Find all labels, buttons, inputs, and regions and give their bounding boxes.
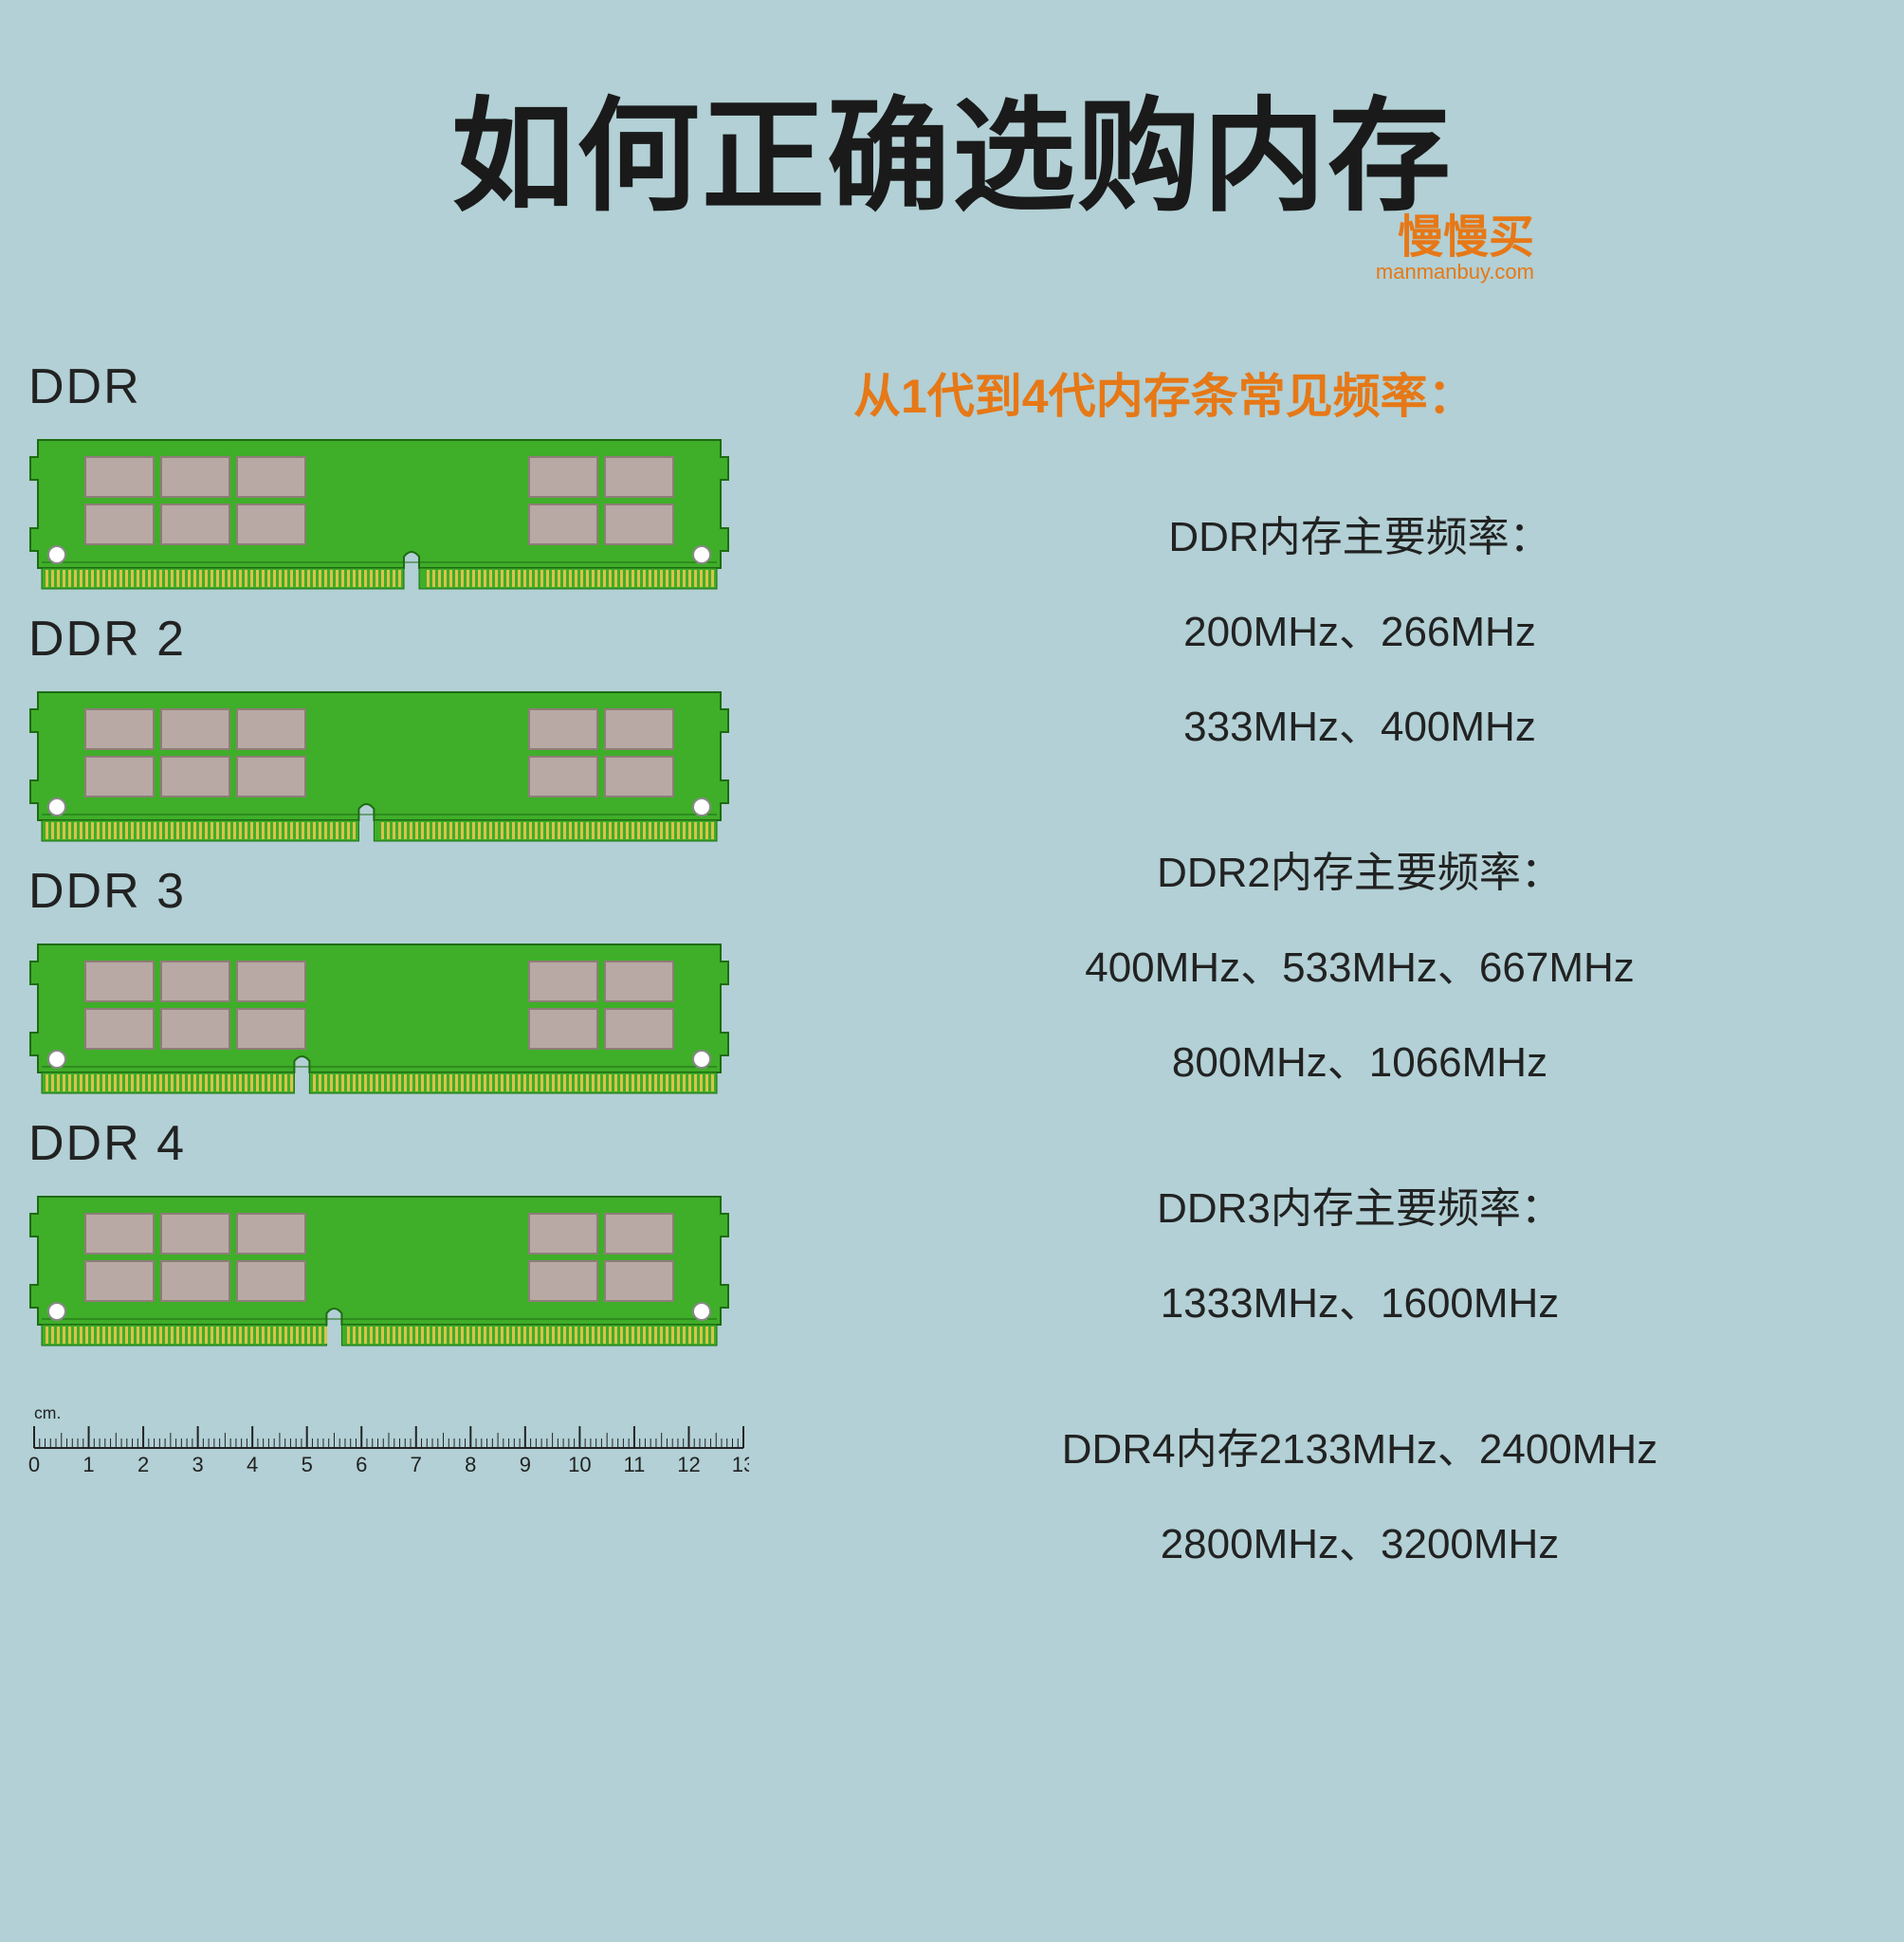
freq-group: DDR3内存主要频率： 1333MHz、1600MHz — [853, 1174, 1866, 1329]
module-label: DDR 3 — [28, 863, 759, 920]
module-label: DDR — [28, 358, 759, 415]
svg-text:1: 1 — [82, 1453, 94, 1476]
freq-line: 400MHz、533MHz、667MHz — [853, 933, 1866, 994]
module-block: DDR 2 — [28, 611, 759, 844]
svg-text:9: 9 — [520, 1453, 531, 1476]
freq-group: DDR2内存主要频率： 400MHz、533MHz、667MHz 800MHz、10… — [853, 838, 1866, 1089]
svg-text:0: 0 — [28, 1453, 40, 1476]
svg-text:5: 5 — [302, 1453, 313, 1476]
module-block: DDR 3 — [28, 863, 759, 1096]
svg-text:10: 10 — [568, 1453, 591, 1476]
content-row: DDRDDR 2DDR 3DDR 4cm.012345678910111213 … — [0, 358, 1904, 1656]
freq-line: 333MHz、400MHz — [853, 692, 1866, 753]
svg-text:2: 2 — [137, 1453, 149, 1476]
ram-module-svg — [28, 673, 730, 844]
freq-group-title: DDR3内存主要频率： — [853, 1174, 1866, 1235]
freq-line: 2800MHz、3200MHz — [853, 1510, 1866, 1570]
watermark-cn: 慢慢买 — [1398, 212, 1534, 263]
module-label: DDR 4 — [28, 1115, 759, 1172]
ram-module-svg — [28, 925, 730, 1096]
ram-module-svg — [28, 421, 730, 592]
watermark-en: manmanbuy.com — [1376, 260, 1534, 284]
svg-text:8: 8 — [465, 1453, 476, 1476]
module-label: DDR 2 — [28, 611, 759, 668]
modules-column: DDRDDR 2DDR 3DDR 4cm.012345678910111213 — [28, 358, 759, 1656]
svg-text:12: 12 — [677, 1453, 700, 1476]
freq-line: 800MHz、1066MHz — [853, 1028, 1866, 1089]
svg-text:cm.: cm. — [34, 1405, 61, 1422]
module-block: DDR 4 — [28, 1115, 759, 1348]
svg-text:3: 3 — [192, 1453, 203, 1476]
freq-group-title: DDR内存主要频率： — [853, 503, 1866, 563]
freq-group-title: DDR2内存主要频率： — [853, 838, 1866, 899]
freq-line: 200MHz、266MHz — [853, 597, 1866, 658]
module-block: DDR — [28, 358, 759, 592]
section-title: 从1代到4代内存条常见频率： — [853, 358, 1866, 427]
frequency-column: 从1代到4代内存条常见频率： DDR内存主要频率： 200MHz、266MHz 33… — [759, 358, 1866, 1656]
ram-module-svg — [28, 1178, 730, 1348]
freq-line: 1333MHz、1600MHz — [853, 1269, 1866, 1329]
page-title: 如何正确选购内存 — [0, 0, 1904, 235]
svg-text:6: 6 — [356, 1453, 367, 1476]
freq-group: DDR内存主要频率： 200MHz、266MHz 333MHz、400MHz — [853, 503, 1866, 753]
svg-text:13: 13 — [732, 1453, 749, 1476]
ruler: cm.012345678910111213 — [28, 1405, 749, 1481]
freq-group: DDR4内存2133MHz、2400MHz 2800MHz、3200MHz — [853, 1415, 1866, 1570]
svg-text:7: 7 — [411, 1453, 422, 1476]
watermark: 慢慢买 manmanbuy.com — [1376, 199, 1534, 284]
svg-text:11: 11 — [624, 1453, 646, 1476]
svg-text:4: 4 — [247, 1453, 258, 1476]
freq-group-title: DDR4内存2133MHz、2400MHz — [853, 1415, 1866, 1475]
